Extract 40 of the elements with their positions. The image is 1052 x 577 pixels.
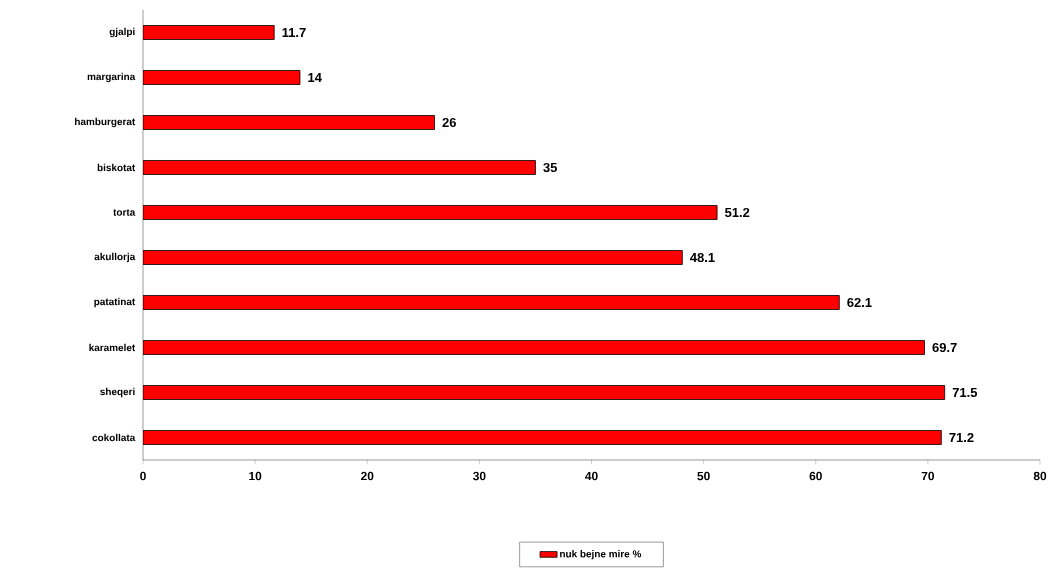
data-label: 26 <box>442 117 456 128</box>
bar <box>143 25 275 40</box>
x-tick-label: 50 <box>697 471 710 481</box>
bar <box>143 160 536 175</box>
y-tick-label: cokollata <box>92 433 136 442</box>
bar <box>143 205 718 220</box>
y-tick-label: biskotat <box>97 163 136 172</box>
y-tick-label: torta <box>113 209 136 216</box>
y-tick-label: hamburgerat <box>75 117 136 128</box>
data-label: 71.2 <box>949 432 974 443</box>
legend-label: nuk bejne mire % <box>560 550 642 560</box>
bar <box>143 295 840 310</box>
data-label: 48.1 <box>690 252 715 263</box>
bar <box>143 115 435 130</box>
data-label: 51.2 <box>725 207 750 218</box>
y-tick-label: sheqeri <box>100 387 135 398</box>
data-label: 69.7 <box>932 342 957 353</box>
y-tick-label: karamelet <box>89 343 136 352</box>
bar <box>143 70 301 85</box>
data-label: 35 <box>543 162 558 173</box>
x-tick-label: 0 <box>140 471 146 481</box>
bar <box>143 250 683 265</box>
data-label: 14 <box>308 73 322 82</box>
y-tick-label: gjalpi <box>109 27 135 38</box>
bar <box>143 430 942 445</box>
data-label: 11.7 <box>282 28 306 37</box>
x-tick-label: 10 <box>249 471 262 481</box>
bar <box>143 385 946 400</box>
x-tick-label: 70 <box>921 471 935 481</box>
x-tick-label: 30 <box>473 471 486 481</box>
bar <box>143 340 925 355</box>
x-tick-label: 40 <box>585 471 598 481</box>
y-tick-label: akullorja <box>94 252 136 263</box>
x-tick-label: 80 <box>1033 471 1047 481</box>
data-label: 71.5 <box>952 387 978 398</box>
y-tick-label: margarina <box>87 72 136 83</box>
x-tick-label: 60 <box>809 471 822 481</box>
data-label: 62.1 <box>847 297 872 308</box>
x-tick-label: 20 <box>361 471 374 481</box>
y-tick-label: patatinat <box>94 297 136 308</box>
